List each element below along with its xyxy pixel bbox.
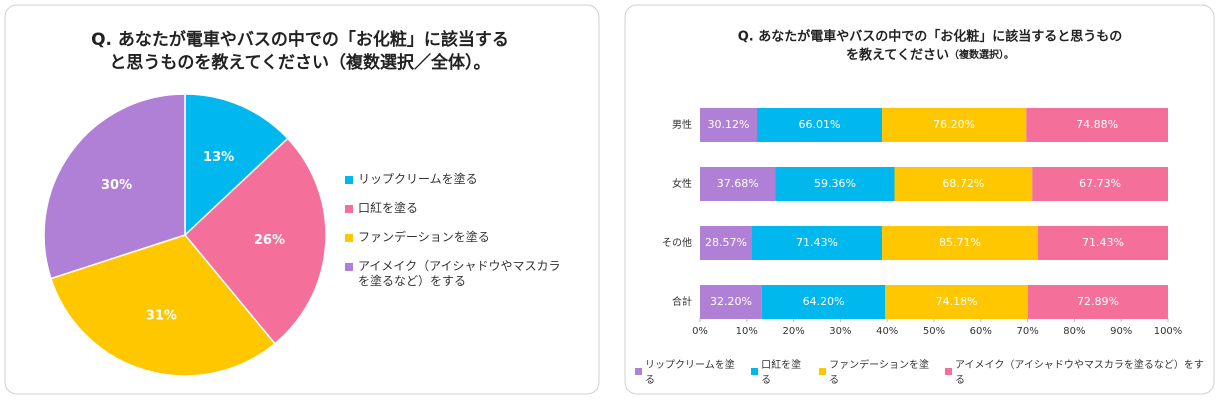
bar-segment	[751, 226, 883, 260]
bar-segment	[881, 108, 1027, 142]
legend-item: ファンデーションを塗る	[819, 356, 935, 386]
bar-label: 76.20%	[933, 118, 975, 131]
legend-item: アイメイク（アイシャドウやマスカラを塗るなど）をする	[945, 356, 1205, 386]
category-label: 合計	[672, 295, 692, 308]
pie-title: と思うものを教えてください（複数選択／全体）。	[109, 52, 490, 73]
x-tick-label: 40%	[876, 326, 898, 337]
legend-swatch	[345, 234, 353, 242]
bar-label: 74.88%	[1076, 118, 1118, 131]
slice-label: 26%	[254, 233, 285, 248]
bar-label: 66.01%	[799, 118, 841, 131]
legend-label: リップクリームを塗る	[358, 172, 478, 186]
pie-slice	[183, 137, 327, 345]
legend-swatch	[819, 367, 827, 375]
bar-segment	[761, 285, 886, 319]
x-tick-label: 20%	[782, 326, 804, 337]
bar-label: 68.72%	[942, 177, 984, 190]
bar-segment	[882, 226, 1038, 260]
legend-swatch	[345, 263, 353, 271]
x-tick-label: 90%	[1110, 326, 1132, 337]
bar-label: 71.43%	[1082, 236, 1124, 249]
legend-swatch	[345, 176, 353, 184]
bar-segment	[700, 226, 752, 260]
bar-segment	[1032, 167, 1168, 201]
pie-slice	[49, 234, 276, 377]
bar-title: を教えてください（複数選択）。	[846, 47, 1014, 63]
x-tick-label: 50%	[923, 326, 945, 337]
category-label: 男性	[672, 118, 692, 131]
legend-item: 口紅を塗る	[345, 201, 570, 216]
legend-label: リップクリームを塗る	[645, 360, 735, 386]
bar-legend: リップクリームを塗る 口紅を塗る ファンデーションを塗る アイメイク（アイシャドウやマ…	[630, 356, 1210, 386]
bar-title: Q. あなたが電車やバスの中での「お化粧」に該当すると思うもの	[738, 29, 1123, 45]
bar-label: 67.73%	[1079, 177, 1121, 190]
legend-swatch	[945, 367, 953, 375]
legend-item: アイメイク（アイシャドウやマスカラを塗るなど）をする	[345, 259, 570, 289]
bar-label: 74.18%	[936, 295, 978, 308]
bar-label: 32.20%	[710, 295, 752, 308]
legend-swatch	[345, 205, 353, 213]
bar-label: 59.36%	[814, 177, 856, 190]
legend-label: 口紅を塗る	[358, 201, 419, 215]
pie-legend: リップクリームを塗る 口紅を塗るファンデーションを塗るアイメイク（アイシャドウやマ…	[345, 172, 570, 303]
legend-item: リップクリームを塗る	[345, 172, 570, 187]
bar-segment	[894, 167, 1033, 201]
legend-label: 口紅を塗る	[761, 360, 802, 386]
bar-label: 64.20%	[803, 295, 845, 308]
pie-slice	[184, 93, 289, 237]
x-tick-label: 70%	[1016, 326, 1038, 337]
legend-swatch	[751, 367, 759, 375]
x-tick-label: 0%	[692, 326, 708, 337]
bar-label: 37.68%	[717, 177, 759, 190]
bar-subtitle: （複数選択）。	[949, 48, 1014, 61]
x-tick-label: 60%	[970, 326, 992, 337]
legend-item: ファンデーションを塗る	[345, 230, 570, 245]
category-label: その他	[662, 236, 692, 249]
bar-segment	[1037, 226, 1168, 260]
bar-segment	[885, 285, 1028, 319]
x-tick-label: 80%	[1063, 326, 1085, 337]
bar-label: 85.71%	[939, 236, 981, 249]
legend-label: ファンデーションを塗る	[829, 360, 929, 386]
pie-title: Q. あなたが電車やバスの中での「お化粧」に該当する	[91, 29, 509, 50]
bar-segment	[700, 167, 776, 201]
bar-title: を教えてください	[846, 47, 949, 63]
category-label: 女性	[672, 177, 692, 190]
bar-label: 72.89%	[1077, 295, 1119, 308]
slice-label: 31%	[146, 309, 177, 324]
bar-segment	[1027, 285, 1168, 319]
bar-segment	[757, 108, 882, 142]
legend-label: ファンデーションを塗る	[358, 230, 490, 244]
bar-label: 71.43%	[796, 236, 838, 249]
bar-segment	[1026, 108, 1168, 142]
x-tick-label: 30%	[829, 326, 851, 337]
slice-label: 30%	[101, 178, 132, 193]
legend-item: 口紅を塗る	[751, 356, 809, 386]
legend-label: アイメイク（アイシャドウやマスカラを塗るなど）をする	[955, 360, 1204, 386]
bar-segment	[775, 167, 895, 201]
legend-item: リップクリームを塗る	[635, 356, 741, 386]
slice-label: 13%	[203, 150, 234, 165]
pie-slice	[43, 93, 186, 280]
x-tick-label: 100%	[1154, 326, 1183, 337]
bar-label: 28.57%	[705, 236, 747, 249]
bar-label: 30.12%	[708, 118, 750, 131]
x-tick-label: 10%	[736, 326, 758, 337]
legend-label: アイメイク（アイシャドウやマスカラを塗るなど）をする	[358, 259, 561, 288]
bar-segment	[700, 285, 762, 319]
legend-swatch	[635, 367, 642, 375]
bar-segment	[700, 108, 758, 142]
